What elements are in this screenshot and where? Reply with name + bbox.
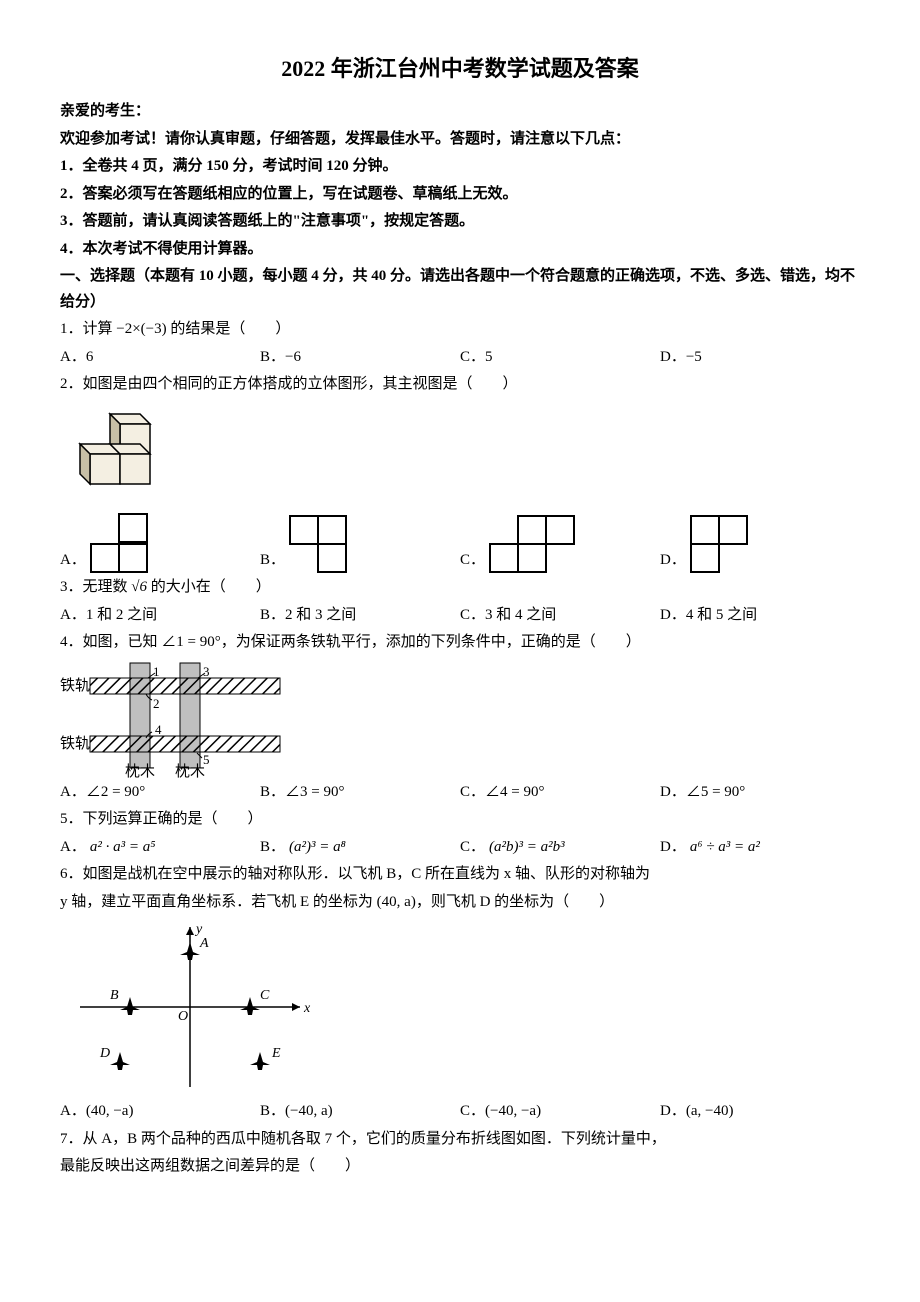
- q5-choices: A． a² · a³ = a⁵ B． (a²)³ = a⁸ C． (a²b)³ …: [60, 835, 860, 861]
- svg-text:B: B: [110, 988, 119, 1003]
- q3-choices: A．1 和 2 之间 B．2 和 3 之间 C．3 和 4 之间 D．4 和 5…: [60, 603, 860, 629]
- q3-stem-post: 的大小在（ ）: [147, 579, 271, 595]
- q2-choice-d: D．: [660, 515, 860, 573]
- svg-text:枕木: 枕木: [125, 763, 155, 778]
- q1-choice-c: C．5: [460, 345, 660, 371]
- note-1: 1．全卷共 4 页，满分 150 分，考试时间 120 分钟。: [60, 154, 860, 180]
- section-1-heading: 一、选择题（本题有 10 小题，每小题 4 分，共 40 分。请选出各题中一个符…: [60, 264, 860, 315]
- q4-stem: 4．如图，已知 ∠1 = 90°，为保证两条铁轨平行，添加的下列条件中，正确的是…: [60, 630, 860, 656]
- svg-text:C: C: [260, 988, 270, 1003]
- plane-d: [110, 1052, 130, 1070]
- q2-d-shape: [690, 515, 748, 573]
- q6-choice-d: D．(a, −40): [660, 1099, 860, 1125]
- plane-c: [240, 997, 260, 1015]
- svg-text:E: E: [271, 1046, 281, 1061]
- q1-choice-d: D．−5: [660, 345, 860, 371]
- q5-c-pre: C．: [460, 835, 485, 861]
- q5-c-math: (a²b)³ = a²b³: [489, 835, 565, 861]
- svg-text:枕木: 枕木: [175, 763, 205, 778]
- svg-text:铁轨: 铁轨: [60, 677, 90, 694]
- q2-d-label: D．: [660, 548, 686, 574]
- q5-choice-b: B． (a²)³ = a⁸: [260, 835, 460, 861]
- q2-choices: A． B． C． D．: [60, 513, 860, 573]
- plane-e: [250, 1052, 270, 1070]
- q5-choice-a: A． a² · a³ = a⁵: [60, 835, 260, 861]
- q4-choice-c: C．∠4 = 90°: [460, 780, 660, 806]
- cubes-icon: [60, 404, 180, 494]
- q5-d-pre: D．: [660, 835, 686, 861]
- svg-text:1: 1: [153, 664, 160, 679]
- q1-choice-b: B．−6: [260, 345, 460, 371]
- q5-b-math: (a²)³ = a⁸: [289, 835, 346, 861]
- q3-choice-b: B．2 和 3 之间: [260, 603, 460, 629]
- q3-choice-a: A．1 和 2 之间: [60, 603, 260, 629]
- q4-choices: A．∠2 = 90° B．∠3 = 90° C．∠4 = 90° D．∠5 = …: [60, 780, 860, 806]
- q4-choice-b: B．∠3 = 90°: [260, 780, 460, 806]
- q1-stem: 1．计算 −2×(−3) 的结果是（ ）: [60, 317, 860, 343]
- q6-figure: O x y A B C D E: [60, 917, 860, 1097]
- svg-text:D: D: [99, 1046, 110, 1061]
- q2-b-shape: [289, 515, 347, 573]
- q2-choice-a: A．: [60, 513, 260, 573]
- q4-choice-a: A．∠2 = 90°: [60, 780, 260, 806]
- q5-a-math: a² · a³ = a⁵: [90, 835, 156, 861]
- q1-choice-a: A．6: [60, 345, 260, 371]
- q2-choice-c: C．: [460, 515, 660, 573]
- svg-text:A: A: [199, 936, 209, 951]
- q2-a-shape: [90, 513, 148, 573]
- q2-figure: [60, 404, 180, 494]
- q2-b-label: B．: [260, 548, 285, 574]
- q6-stem-l2: y 轴，建立平面直角坐标系．若飞机 E 的坐标为 (40, a)，则飞机 D 的…: [60, 890, 860, 916]
- q7-stem-l1: 7．从 A，B 两个品种的西瓜中随机各取 7 个，它们的质量分布折线图如图．下列…: [60, 1127, 860, 1153]
- note-4: 4．本次考试不得使用计算器。: [60, 237, 860, 263]
- q4-figure: 铁轨 铁轨 枕木 枕木 1 3 2 4 5: [60, 658, 860, 778]
- svg-text:x: x: [303, 1001, 311, 1016]
- svg-text:O: O: [178, 1009, 188, 1024]
- svg-text:3: 3: [203, 664, 210, 679]
- q6-choices: A．(40, −a) B．(−40, a) C．(−40, −a) D．(a, …: [60, 1099, 860, 1125]
- q3-choice-d: D．4 和 5 之间: [660, 603, 860, 629]
- q5-d-math: a⁶ ÷ a³ = a²: [690, 835, 760, 861]
- q5-choice-d: D． a⁶ ÷ a³ = a²: [660, 835, 860, 861]
- q2-c-label: C．: [460, 548, 485, 574]
- note-3: 3．答题前，请认真阅读答题纸上的"注意事项"，按规定答题。: [60, 209, 860, 235]
- q2-choice-b: B．: [260, 515, 460, 573]
- note-2: 2．答案必须写在答题纸相应的位置上，写在试题卷、草稿纸上无效。: [60, 182, 860, 208]
- rail-diagram-icon: 铁轨 铁轨 枕木 枕木 1 3 2 4 5: [60, 658, 290, 778]
- q2-c-shape: [489, 515, 575, 573]
- greeting: 亲爱的考生：: [60, 99, 860, 125]
- q5-a-pre: A．: [60, 835, 86, 861]
- svg-text:2: 2: [153, 696, 160, 711]
- svg-text:y: y: [194, 922, 203, 937]
- q3-stem: 3．无理数 √6 的大小在（ ）: [60, 575, 860, 601]
- q4-choice-d: D．∠5 = 90°: [660, 780, 860, 806]
- q7-stem-l2: 最能反映出这两组数据之间差异的是（ ）: [60, 1154, 860, 1180]
- page-title: 2022 年浙江台州中考数学试题及答案: [60, 50, 860, 87]
- q5-stem: 5．下列运算正确的是（ ）: [60, 807, 860, 833]
- q5-b-pre: B．: [260, 835, 285, 861]
- q6-stem-l1: 6．如图是战机在空中展示的轴对称队形．以飞机 B，C 所在直线为 x 轴、队形的…: [60, 862, 860, 888]
- q6-choice-b: B．(−40, a): [260, 1099, 460, 1125]
- q3-stem-pre: 3．无理数: [60, 579, 131, 595]
- q2-stem: 2．如图是由四个相同的正方体搭成的立体图形，其主视图是（ ）: [60, 372, 860, 398]
- q3-sqrt6: √6: [131, 579, 147, 595]
- q6-choice-a: A．(40, −a): [60, 1099, 260, 1125]
- q3-choice-c: C．3 和 4 之间: [460, 603, 660, 629]
- q2-a-label: A．: [60, 548, 86, 574]
- svg-text:4: 4: [155, 722, 162, 737]
- q5-choice-c: C． (a²b)³ = a²b³: [460, 835, 660, 861]
- q1-choices: A．6 B．−6 C．5 D．−5: [60, 345, 860, 371]
- welcome: 欢迎参加考试！请你认真审题，仔细答题，发挥最佳水平。答题时，请注意以下几点：: [60, 127, 860, 153]
- svg-text:铁轨: 铁轨: [60, 735, 90, 752]
- q6-choice-c: C．(−40, −a): [460, 1099, 660, 1125]
- plane-b: [120, 997, 140, 1015]
- plane-a: [180, 942, 200, 960]
- coord-plane-icon: O x y A B C D E: [60, 917, 320, 1097]
- svg-text:5: 5: [203, 752, 210, 767]
